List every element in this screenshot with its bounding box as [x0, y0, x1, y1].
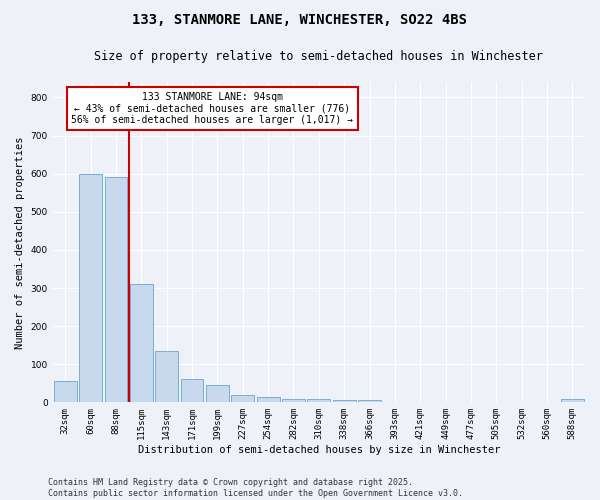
Bar [257, 396, 280, 402]
Bar [206, 385, 229, 402]
X-axis label: Distribution of semi-detached houses by size in Winchester: Distribution of semi-detached houses by … [137, 445, 500, 455]
Bar [358, 400, 381, 402]
Text: Contains HM Land Registry data © Crown copyright and database right 2025.
Contai: Contains HM Land Registry data © Crown c… [48, 478, 463, 498]
Bar [333, 400, 356, 402]
Text: 133, STANMORE LANE, WINCHESTER, SO22 4BS: 133, STANMORE LANE, WINCHESTER, SO22 4BS [133, 12, 467, 26]
Bar [282, 398, 305, 402]
Title: Size of property relative to semi-detached houses in Winchester: Size of property relative to semi-detach… [94, 50, 543, 63]
Bar [130, 284, 153, 403]
Y-axis label: Number of semi-detached properties: Number of semi-detached properties [15, 136, 25, 348]
Text: 133 STANMORE LANE: 94sqm
← 43% of semi-detached houses are smaller (776)
56% of : 133 STANMORE LANE: 94sqm ← 43% of semi-d… [71, 92, 353, 125]
Bar [79, 174, 102, 402]
Bar [54, 382, 77, 402]
Bar [232, 396, 254, 402]
Bar [307, 398, 330, 402]
Bar [155, 351, 178, 403]
Bar [181, 380, 203, 402]
Bar [561, 400, 584, 402]
Bar [104, 178, 127, 402]
